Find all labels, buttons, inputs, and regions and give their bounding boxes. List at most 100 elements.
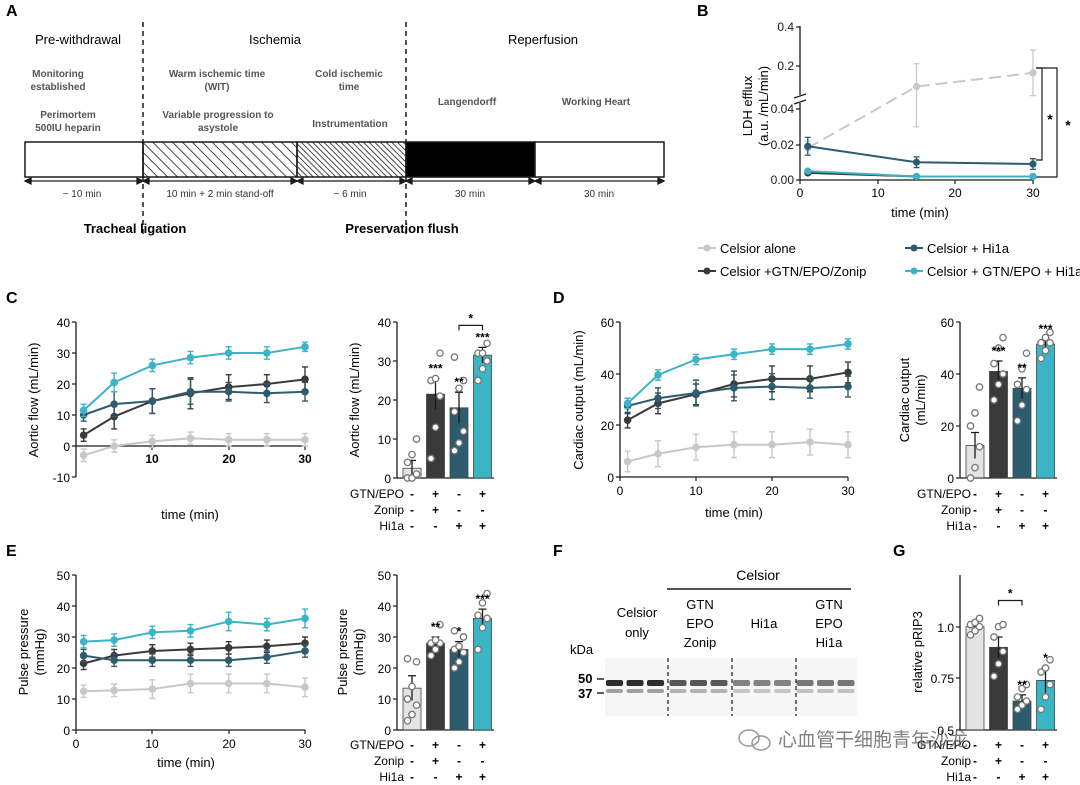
sample-dot [975,622,984,631]
data-point [110,636,118,644]
y-axis-label: (mmHg) [32,629,47,676]
panel-label-b: B [697,3,709,20]
data-point [912,158,921,166]
blot-band [753,680,771,686]
x-tick-label: 0 [73,737,80,751]
sample-dot [483,614,491,623]
sample-dot [450,626,459,635]
y-tick-label: 20 [378,662,392,676]
step-text: Monitoring [32,69,84,80]
y-tick-label: -10 [53,471,71,485]
treatment-sign: + [432,738,439,752]
x-tick-label: 0 [617,484,624,498]
sample-dot [999,647,1007,656]
sample-dot [999,620,1007,629]
sample-dot [412,657,421,666]
y-tick-label: 0 [384,724,391,738]
sample-dot [450,353,459,361]
data-point [148,656,157,665]
y-tick-label: 40 [378,316,392,330]
treatment-sign: - [973,487,977,501]
data-point [844,368,852,377]
treatment-sign: - [410,770,414,784]
data-point [148,437,157,446]
treatment-sign: - [1044,503,1048,517]
treatment-row-label: GTN/EPO [917,738,971,752]
bar-group [402,654,422,731]
data-point [301,343,309,351]
treatment-sign: + [479,487,486,501]
x-tick-label: 10 [145,737,159,751]
y-axis-label: (a.u. /mL/min) [756,66,771,146]
panel-label-a: A [6,3,18,20]
sample-dot [971,463,979,472]
significance-star: *** [1038,322,1052,336]
step-text: asystole [198,123,238,134]
panel-label-g: G [893,543,905,560]
significance-star: * [1065,117,1071,133]
y-tick-label: 20 [57,662,71,676]
treatment-sign: - [1020,738,1024,752]
sample-dot [990,359,998,368]
x-tick-label: 0 [797,186,804,200]
sample-dot [474,376,482,385]
legend-item: Celsior alone [698,241,796,256]
bar [989,646,1008,731]
data-point [692,389,700,397]
y-tick-label: 30 [378,355,392,369]
sample-dot [1013,693,1022,701]
sample-dot [403,458,412,467]
sample-dot [431,636,440,644]
sample-dot [412,701,421,710]
treatment-sign: - [457,738,461,752]
x-tick-label: 30 [298,452,312,466]
step-text: Perimortem [40,110,96,121]
blot-membrane [605,658,857,716]
treatment-row-label: Zonip [941,754,971,768]
y-tick-label: 20 [378,394,392,408]
watermark-text: 心血管干细胞青年沙龙 [778,729,968,751]
y-tick-label: 40 [941,368,955,382]
pulse-pressure-series-group [79,608,309,700]
series-hi1a [623,372,852,415]
treatment-sign: - [1020,754,1024,768]
bar-group: ** [1012,349,1032,479]
treatment-sign: + [995,487,1002,501]
bar-group: *** [426,349,445,479]
significance-bracket [1036,67,1058,178]
sample-dot [427,454,435,463]
data-point [224,644,233,652]
error-bar [971,431,979,459]
y-tick-label: 60 [601,316,615,330]
data-point [148,628,157,637]
y-axis-label: Pulse pressure [16,609,31,696]
sample-dot [1037,338,1045,347]
sample-dot [1013,416,1022,425]
significance-star: * [1043,651,1048,665]
y-tick-label: 0.00 [771,173,795,187]
step-text: 500IU heparin [35,123,101,134]
lane-label: Hi1a [751,616,779,631]
legend-label: Celsior +GTN/EPO/Zonip [720,264,866,279]
sample-dot [450,446,459,455]
significance-star: *** [428,362,442,376]
step-text: Cold ischemic [315,69,383,80]
significance-star: ** [431,620,441,634]
data-point [263,642,271,651]
sample-dot [1022,349,1031,358]
blot-band [796,689,814,693]
watermark: 心血管干细胞青年沙龙 [738,729,968,751]
sample-dot [1037,705,1045,714]
aortic-flow-line-chart: 40 30 20 10 0 -10 10 20 30 time (min) Ao… [26,316,312,522]
lane-label: EPO [815,616,842,631]
blot-band [817,680,834,686]
bar-group: * [1036,651,1055,731]
data-point [301,387,309,396]
data-point [912,82,921,91]
data-point [1029,172,1037,181]
phase-label: Ischemia [249,32,302,47]
sample-dot [1041,333,1050,342]
bar-group: *** [989,333,1008,479]
blot-band [837,680,855,686]
data-point [844,340,852,348]
